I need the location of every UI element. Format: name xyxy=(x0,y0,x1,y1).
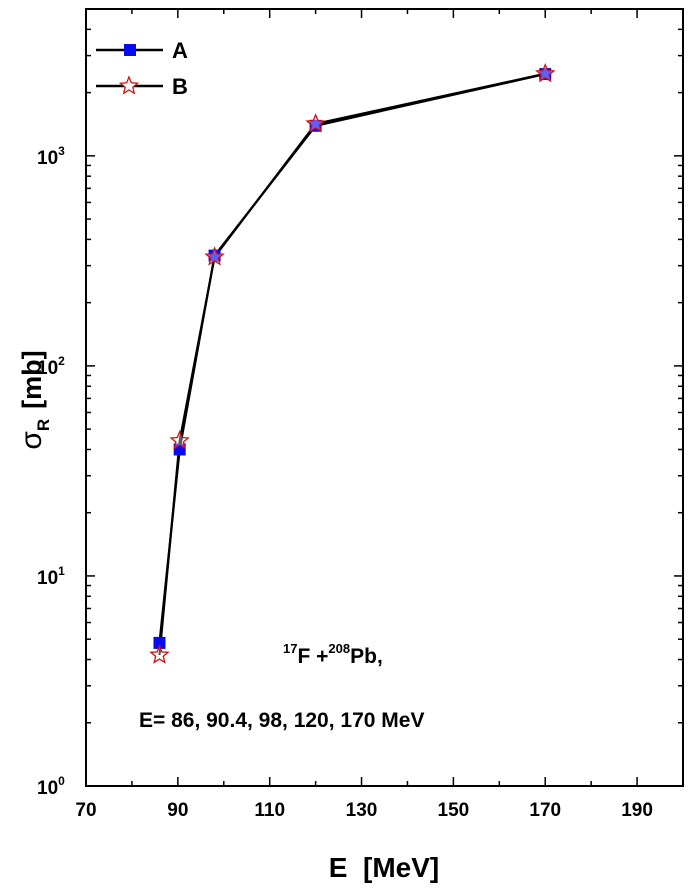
x-tick-labels: 70 90 110 130 150 170 190 xyxy=(75,800,652,821)
y-axis-symbol: σ xyxy=(15,431,48,450)
legend-marker-square xyxy=(124,44,136,56)
y-axis-title: σR [mb] xyxy=(15,350,53,449)
x-tick-label: 110 xyxy=(254,800,285,821)
marker-b-point xyxy=(204,246,225,266)
y-tick-label: 101 xyxy=(37,564,65,589)
x-axis-title: E [MeV] xyxy=(329,852,439,883)
x-tick-label: 150 xyxy=(438,800,470,821)
x-tick-label: 90 xyxy=(167,800,188,821)
y-tick-labels: 100 101 102 103 xyxy=(37,144,65,799)
y-tick-label: 100 xyxy=(37,774,65,799)
y-axis-unit: [mb] xyxy=(17,350,47,408)
marker-b-point xyxy=(535,62,556,83)
reaction-annotation: 17F +208Pb, xyxy=(283,641,383,668)
marker-a-point xyxy=(153,636,166,649)
marker-a-point xyxy=(309,119,322,132)
x-tick-label: 70 xyxy=(75,800,96,821)
marker-a-point xyxy=(208,249,221,262)
y-tick-label: 102 xyxy=(37,354,65,379)
plot-frame xyxy=(85,8,684,787)
legend-item-b: B xyxy=(96,74,188,99)
marker-b-point xyxy=(149,644,170,664)
legend-label-b: B xyxy=(172,74,188,99)
legend-label-a: A xyxy=(172,38,188,63)
series-lines xyxy=(158,72,546,656)
series-line-a xyxy=(158,73,546,644)
marker-b-point xyxy=(305,113,326,133)
y-tick-label: 103 xyxy=(37,144,65,169)
marker-b-point xyxy=(169,430,190,450)
legend-item-a: A xyxy=(96,38,188,63)
axis-ticks xyxy=(85,8,684,787)
x-tick-label: 170 xyxy=(529,800,561,821)
x-tick-label: 190 xyxy=(621,800,653,821)
energies-annotation: E= 86, 90.4, 98, 120, 170 MeV xyxy=(139,709,424,732)
y-axis-subscript: R xyxy=(34,419,53,431)
svg-text:σR[mb]: σR [mb] xyxy=(15,350,53,449)
series-line-b xyxy=(158,72,546,656)
legend: A B xyxy=(96,38,188,99)
legend-marker-star xyxy=(118,75,140,95)
x-tick-label: 130 xyxy=(346,800,378,821)
series-markers xyxy=(149,62,556,664)
